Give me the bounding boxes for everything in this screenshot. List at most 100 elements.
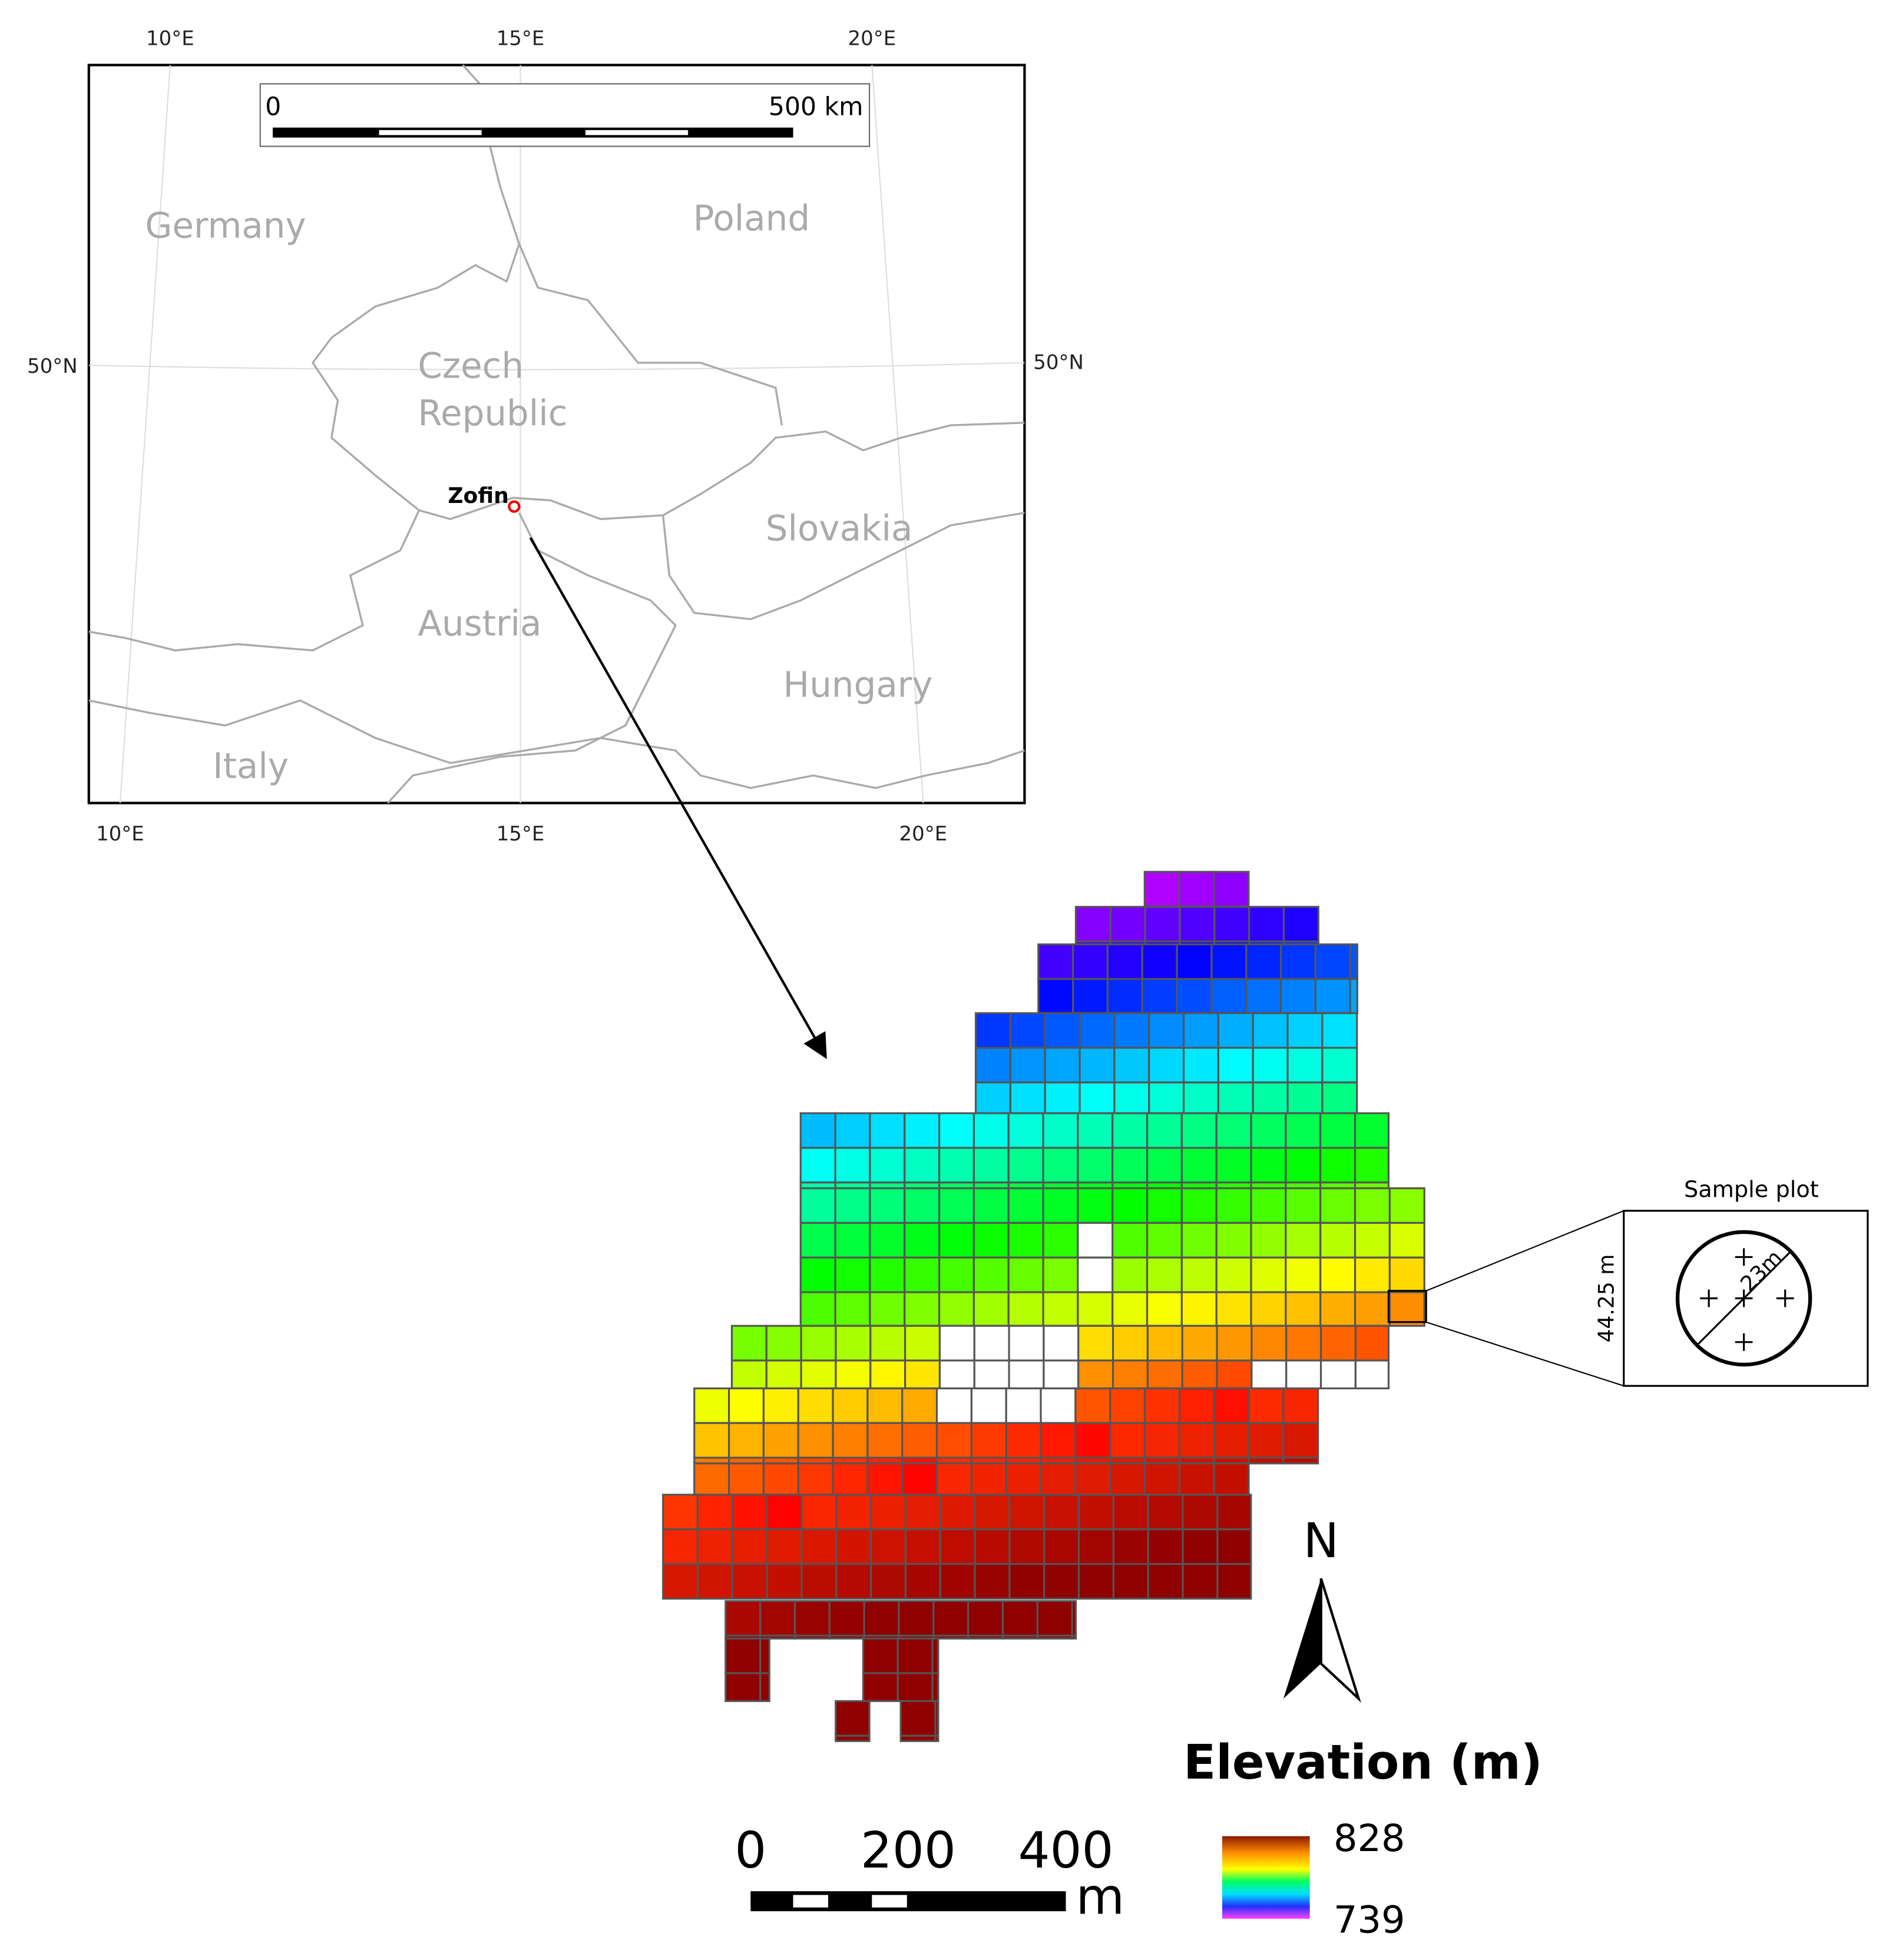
grid-cell bbox=[975, 1012, 1012, 1049]
grid-cell bbox=[901, 1462, 938, 1496]
grid-cell bbox=[1146, 1256, 1183, 1293]
grid-cell bbox=[1144, 906, 1181, 943]
grid-cell bbox=[939, 1563, 976, 1600]
grid-cell bbox=[799, 1187, 836, 1224]
grid-cell bbox=[869, 1359, 907, 1390]
grid-cell bbox=[835, 1359, 872, 1390]
grid-cell bbox=[1077, 1359, 1114, 1390]
grid-cell bbox=[972, 1147, 1010, 1184]
grid-cell bbox=[932, 1600, 970, 1637]
grid-cell bbox=[869, 1221, 906, 1259]
grid-cell bbox=[870, 1563, 907, 1600]
scale-label: 400 bbox=[1018, 1822, 1113, 1880]
grid-cell bbox=[832, 1462, 869, 1496]
border bbox=[88, 699, 1025, 789]
grid-cell bbox=[938, 1221, 975, 1259]
grid-cell bbox=[967, 1634, 1004, 1640]
border bbox=[88, 509, 421, 652]
grid-cell bbox=[975, 1081, 1012, 1114]
grid-cell bbox=[765, 1359, 802, 1390]
grid-cell bbox=[1178, 1387, 1215, 1424]
scale-label: 0 bbox=[735, 1822, 766, 1880]
grid-cell bbox=[904, 1256, 941, 1293]
grid-cell bbox=[935, 1462, 972, 1496]
grid-cell bbox=[869, 1291, 906, 1327]
grid-cell bbox=[901, 1422, 938, 1459]
grid-cell bbox=[1008, 1494, 1046, 1531]
grid-cell bbox=[938, 1187, 975, 1224]
grid-cell bbox=[1111, 1359, 1149, 1390]
grid-cell bbox=[1007, 1291, 1044, 1327]
grid-cell bbox=[766, 1528, 803, 1565]
grid-cell bbox=[901, 1387, 938, 1424]
grid-cell bbox=[972, 1291, 1010, 1327]
grid-cell bbox=[834, 1187, 871, 1224]
grid-cell bbox=[1388, 1221, 1425, 1259]
zoom-line bbox=[1425, 1321, 1625, 1387]
plot-highlight bbox=[1387, 1290, 1427, 1323]
grid-cell bbox=[1112, 1563, 1149, 1600]
grid-cell bbox=[1181, 1325, 1218, 1362]
grid-cell bbox=[693, 1422, 730, 1459]
grid-cell bbox=[1180, 1187, 1218, 1224]
lon-label: 20°E bbox=[899, 822, 948, 846]
legend-ramp bbox=[1222, 1836, 1310, 1919]
grid-cell bbox=[1111, 1325, 1149, 1362]
scale-label: 500 km bbox=[769, 92, 864, 121]
grid-cell bbox=[797, 1462, 834, 1496]
grid-cell bbox=[866, 1422, 904, 1459]
grid-cell bbox=[1044, 1012, 1081, 1049]
grid-cell bbox=[1146, 1325, 1183, 1362]
grid-cell bbox=[1111, 1291, 1149, 1327]
grid-cell bbox=[1250, 1325, 1288, 1362]
grid-cell bbox=[1113, 1047, 1150, 1084]
grid-cell bbox=[832, 1422, 869, 1459]
scale-bar bbox=[379, 130, 482, 135]
grid-cell bbox=[1286, 1047, 1324, 1084]
border bbox=[387, 512, 677, 804]
grid-cell bbox=[904, 1325, 941, 1362]
grid-cell bbox=[1388, 1256, 1425, 1293]
grid-cell bbox=[1043, 1325, 1080, 1362]
grid-cell bbox=[1106, 978, 1143, 1014]
grid-cell bbox=[866, 1462, 904, 1496]
grid-cell bbox=[938, 1112, 975, 1149]
grid-cell bbox=[1005, 1387, 1042, 1424]
sample-plot: Sample plot 44.25 m 23m bbox=[1387, 1177, 1869, 1387]
grid-cell bbox=[1111, 1187, 1149, 1224]
grid-cell bbox=[724, 1637, 762, 1674]
grid-cell bbox=[1354, 1359, 1390, 1390]
grid-cell bbox=[972, 1221, 1010, 1259]
grid-cell bbox=[1042, 1256, 1079, 1293]
border bbox=[518, 243, 783, 426]
grid-cell bbox=[1042, 1147, 1079, 1184]
grid-cell bbox=[896, 1672, 934, 1702]
grid-cell bbox=[1077, 1147, 1114, 1184]
grid-cell bbox=[1037, 943, 1074, 980]
grid-cell bbox=[1148, 1081, 1185, 1114]
grid-cell bbox=[793, 1634, 831, 1640]
grid-cell bbox=[1210, 943, 1248, 980]
grid-cell bbox=[1250, 1112, 1287, 1149]
grid-cell bbox=[1213, 1422, 1250, 1459]
grid-cell bbox=[1250, 1359, 1288, 1390]
grid-cell bbox=[1252, 1047, 1289, 1084]
grid-cell bbox=[1319, 1221, 1357, 1259]
grid-cell bbox=[1078, 1494, 1115, 1531]
grid-cell bbox=[938, 1291, 975, 1327]
site-label: Zofin bbox=[448, 483, 508, 508]
grid-cell bbox=[1354, 1221, 1391, 1259]
grid-cell bbox=[1349, 943, 1358, 980]
grid-cell bbox=[1182, 1528, 1219, 1565]
grid-cell bbox=[1005, 1462, 1042, 1496]
grid-cell bbox=[1078, 1047, 1116, 1084]
grid-cell bbox=[730, 1359, 767, 1390]
legend-max: 828 bbox=[1334, 1817, 1405, 1860]
grid-cell bbox=[1146, 1359, 1183, 1390]
grid-cell bbox=[1077, 1112, 1114, 1149]
scale-unit: m bbox=[1076, 1868, 1125, 1926]
grid-cell bbox=[972, 1112, 1010, 1149]
grid-cell bbox=[1216, 1528, 1252, 1565]
grid-cell bbox=[800, 1528, 838, 1565]
grid-cell bbox=[970, 1462, 1007, 1496]
